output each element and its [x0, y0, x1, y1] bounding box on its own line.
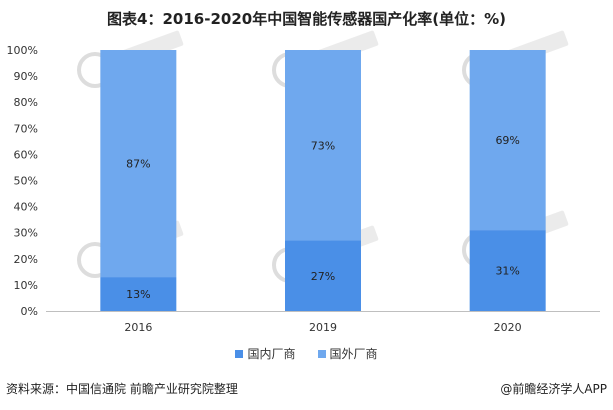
bar-segment-domestic [469, 230, 546, 311]
y-tick-label: 70% [14, 122, 38, 135]
data-label: 27% [311, 270, 335, 283]
legend-item-domestic: 国内厂商 [235, 345, 296, 362]
chart-title: 图表4：2016-2020年中国智能传感器国产化率(单位：%) [107, 10, 506, 28]
x-tick-label: 2020 [494, 321, 522, 334]
bar-segment-domestic [285, 240, 361, 311]
data-label: 31% [495, 265, 519, 278]
data-label: 13% [126, 288, 150, 301]
y-tick-label: 60% [14, 148, 38, 161]
legend-label-domestic: 国内厂商 [247, 347, 296, 361]
legend-swatch-foreign [317, 349, 326, 358]
y-tick-label: 90% [14, 70, 38, 83]
data-label: 69% [495, 134, 519, 147]
bar-segment-foreign [100, 50, 177, 278]
bar-segment-foreign [285, 50, 361, 241]
brand-credit: @前瞻经济学人APP [500, 382, 607, 396]
legend: 国内厂商 国外厂商 [0, 345, 613, 362]
y-tick-label: 0% [21, 305, 38, 318]
y-tick-label: 50% [14, 175, 38, 188]
legend-swatch-domestic [235, 349, 244, 358]
bars: 13% 87% 27% 73% 31% 69% [100, 50, 546, 311]
x-tick-label: 2016 [124, 321, 152, 334]
data-label: 87% [126, 158, 150, 171]
y-axis: 0% 10% 20% 30% 40% 50% 60% 70% 80% 90% 100% [7, 44, 38, 318]
legend-item-foreign: 国外厂商 [317, 345, 378, 362]
y-tick-label: 10% [14, 279, 38, 292]
bar-segment-domestic [100, 277, 177, 311]
y-tick-label: 100% [7, 44, 38, 57]
x-axis: 2016 2019 2020 [46, 311, 600, 334]
y-tick-label: 30% [14, 227, 38, 240]
legend-label-foreign: 国外厂商 [329, 347, 378, 361]
x-tick-label: 2019 [309, 321, 337, 334]
y-tick-label: 20% [14, 253, 38, 266]
source-note: 资料来源：中国信通院 前瞻产业研究院整理 [6, 382, 238, 396]
bar-segment-foreign [469, 50, 546, 231]
data-label: 73% [311, 139, 335, 152]
y-tick-label: 40% [14, 201, 38, 214]
y-tick-label: 80% [14, 96, 38, 109]
